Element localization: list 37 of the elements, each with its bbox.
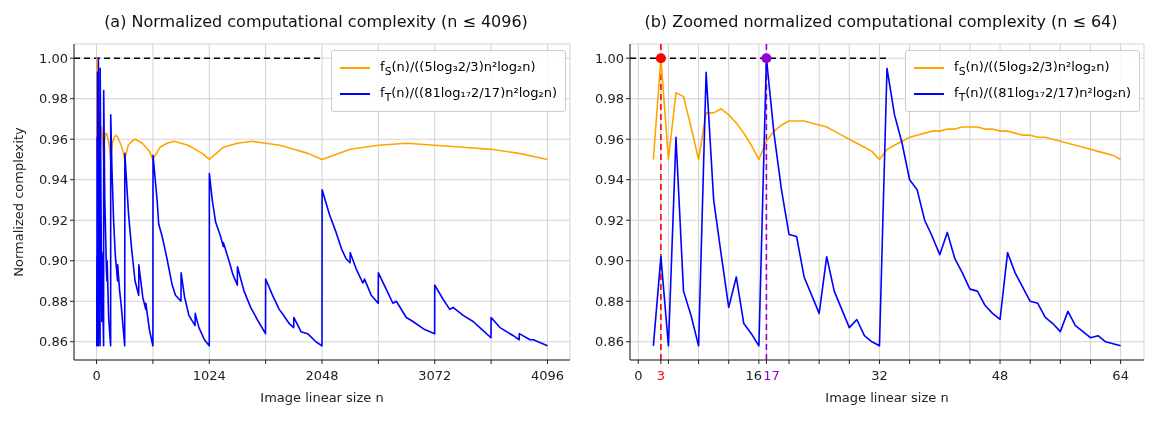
x-tick-label: 0	[92, 368, 101, 383]
y-tick-label: 0.86	[595, 334, 624, 350]
y-tick-label: 0.94	[595, 172, 624, 188]
x-tick-label: 32	[871, 368, 888, 383]
chart-title: (a) Normalized computational complexity (n ≤ 4096)	[103, 11, 529, 33]
y-tick-label: 0.98	[595, 91, 624, 107]
y-tick-label: 0.92	[595, 212, 624, 228]
y-tick-label: 0.92	[39, 212, 68, 228]
y-tick-label: 0.90	[595, 253, 624, 269]
y-tick-label: 1.00	[39, 50, 68, 66]
x-tick-label: 2048	[305, 368, 339, 383]
y-tick-label: 0.90	[39, 253, 68, 269]
legend-label: f$_{S}$(n)/((5log₃2/3)n²log₂n)	[380, 58, 536, 78]
y-tick-label: 0.96	[595, 131, 624, 147]
y-tick-label: 0.94	[39, 172, 68, 188]
y-tick-label: 0.88	[39, 293, 68, 309]
x-tick-label: 0	[634, 368, 643, 383]
y-tick-label: 0.98	[39, 91, 68, 107]
x-tick-label: 16	[745, 368, 762, 383]
chart-title: (b) Zoomed normalized computational complexity (n ≤ 64)	[643, 11, 1119, 33]
legend-label: f$_{S}$(n)/((5log₃2/3)n²log₂n)	[954, 58, 1110, 78]
legend-label: f$_{T}$(n)/((81log₁₇2/17)n²log₂n)	[380, 84, 557, 104]
y-tick-label: 0.96	[39, 131, 68, 147]
x-tick-label: 17	[763, 368, 780, 383]
x-tick-label: 4096	[530, 368, 564, 383]
y-tick-label: 0.86	[39, 334, 68, 350]
x-tick-label: 1024	[192, 368, 226, 383]
x-tick-label: 3072	[418, 368, 452, 383]
y-axis-title: Normalized complexity	[10, 127, 26, 277]
y-tick-label: 1.00	[595, 50, 624, 66]
x-tick-label: 3	[656, 368, 666, 383]
y-tick-label: 0.88	[595, 293, 624, 309]
x-tick-label: 48	[991, 368, 1009, 383]
x-axis-title: Image linear size n	[825, 390, 949, 405]
x-tick-label: 64	[1112, 368, 1129, 383]
legend-label: f$_{T}$(n)/((81log₁₇2/17)n²log₂n)	[954, 84, 1131, 104]
x-axis-title: Image linear size n	[260, 390, 384, 405]
